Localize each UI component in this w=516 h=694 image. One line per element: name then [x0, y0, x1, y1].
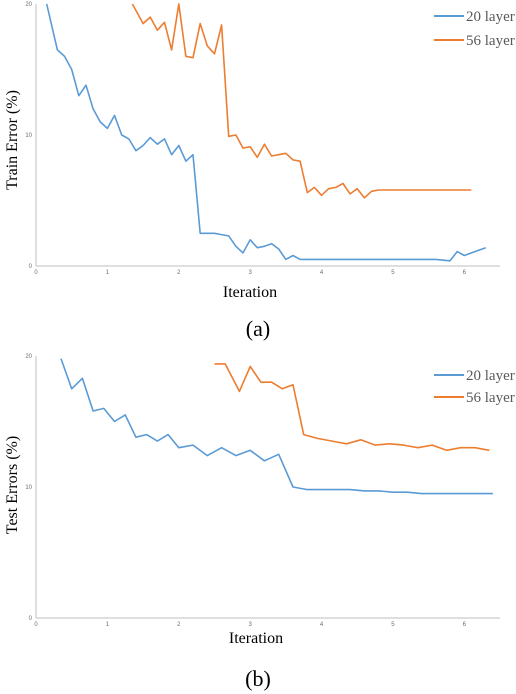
panel-a-y-tick-label: 20	[25, 2, 32, 8]
panel-a-x-tick-label: 6	[463, 270, 467, 276]
panel-b-series-line-20-layer	[60, 358, 493, 495]
panel-b-x-axis-label: Iteration	[229, 630, 283, 647]
panel-b-legend-label-20-layer: 20 layer	[466, 368, 515, 384]
panel-a-x-tick-label: 0	[34, 270, 38, 276]
panel-b-x-ticks: 0 1 2 3 4 5 6	[34, 622, 466, 628]
panel-b-x-tick-label: 5	[391, 622, 395, 628]
panel-b-legend-label-56-layer: 56 layer	[466, 390, 515, 406]
panel-b-y-ticks: 0 10 20	[25, 354, 32, 622]
panel-b-y-tick-label: 0	[29, 616, 33, 622]
panel-a-x-axis-label: Iteration	[223, 284, 277, 301]
panel-a-legend: 20 layer 56 layer	[434, 9, 515, 49]
panel-b-caption: (b)	[245, 666, 271, 691]
panel-b-series-line-56-layer	[214, 363, 490, 452]
panel-b-x-tick-label: 0	[34, 622, 38, 628]
panel-b-x-tick-label: 6	[463, 622, 467, 628]
panel-b-x-tick-label: 4	[320, 622, 324, 628]
panel-b-y-tick-label: 10	[25, 485, 32, 491]
panel-b-y-axis-label: Test Errors (%)	[4, 436, 21, 534]
panel-a-y-axis-label: Train Error (%)	[4, 90, 21, 190]
panel-a-x-tick-label: 1	[106, 270, 110, 276]
panel-b-series	[60, 358, 493, 495]
panel-b-x-tick-label: 1	[106, 622, 110, 628]
panel-b-y-tick-label: 20	[25, 354, 32, 360]
panel-a-y-tick-label: 0	[29, 264, 33, 270]
panel-a-series-line-20-layer	[45, 3, 486, 262]
panel-a-caption: (a)	[246, 316, 270, 341]
panel-b-legend: 20 layer 56 layer	[434, 368, 515, 406]
panel-a-series-line-56-layer	[131, 3, 472, 199]
panel-a-legend-label-56-layer: 56 layer	[466, 33, 515, 49]
panel-a-legend-label-20-layer: 20 layer	[466, 9, 515, 25]
panel-a-x-ticks: 0 1 2 3 4 5 6	[34, 270, 466, 276]
panel-b-x-tick-label: 2	[177, 622, 181, 628]
panel-a-x-tick-label: 5	[391, 270, 395, 276]
panel-a-series	[45, 3, 486, 262]
panel-a-y-ticks: 0 10 20	[25, 2, 32, 270]
panel-b-x-tick-label: 3	[248, 622, 252, 628]
panel-a-y-tick-label: 10	[25, 133, 32, 139]
panel-a-x-tick-label: 3	[248, 270, 252, 276]
panel-a-x-tick-label: 2	[177, 270, 181, 276]
panel-a-x-tick-label: 4	[320, 270, 324, 276]
